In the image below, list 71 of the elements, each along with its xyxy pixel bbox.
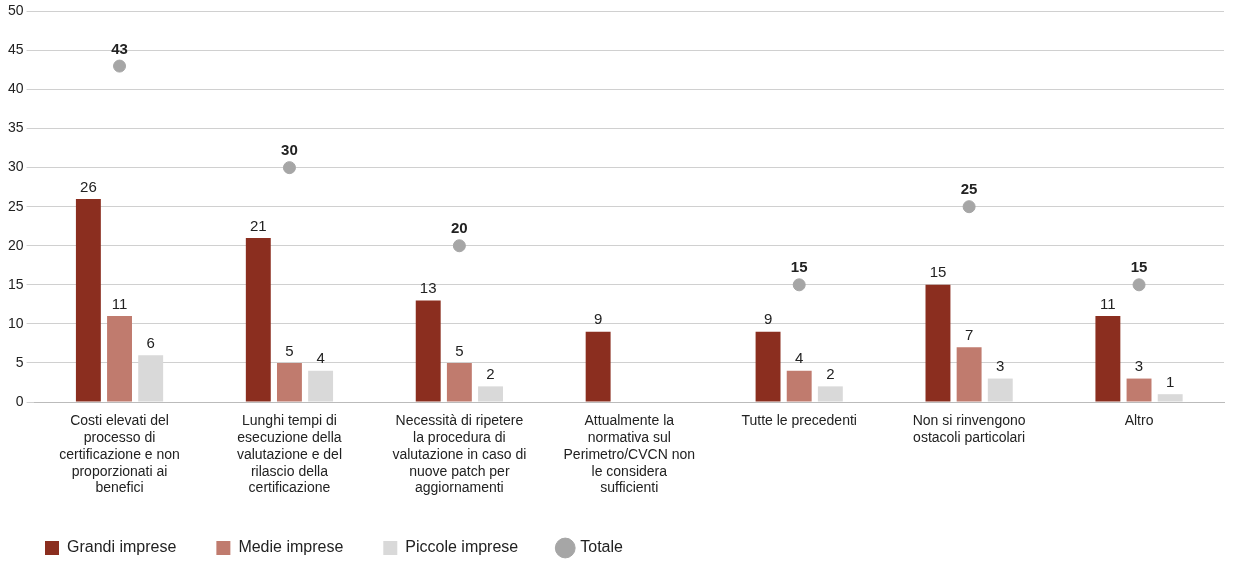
data-label: 2: [826, 365, 835, 383]
data-label: 9: [593, 310, 603, 328]
x-tick-label: Lunghi tempi di esecuzione della valutazione e del rilascio della certificazione: [236, 412, 342, 496]
point: [792, 278, 806, 292]
y-tick-label: 25: [7, 197, 24, 214]
data-label: 3: [996, 357, 1005, 375]
data-label: 11: [111, 294, 128, 312]
data-label: 6: [146, 333, 155, 351]
data-label: 15: [1130, 258, 1148, 276]
bar: [956, 347, 982, 402]
bar: [478, 386, 503, 402]
bar: [308, 370, 334, 402]
legend-label: Medie imprese: [238, 538, 344, 556]
data-label: 4: [316, 349, 325, 367]
x-tick-label: Altro: [1124, 412, 1154, 429]
legend-label: Totale: [580, 538, 624, 556]
data-label: 9: [763, 310, 773, 328]
y-tick-label: 30: [7, 158, 24, 175]
bar: [107, 316, 132, 402]
data-label: 26: [80, 177, 97, 195]
data-label: 7: [964, 325, 974, 343]
data-label: 43: [111, 39, 128, 57]
data-label: 1: [1166, 372, 1175, 390]
data-label: 21: [249, 216, 267, 234]
data-label: 11: [1100, 294, 1116, 312]
bar: [585, 331, 611, 402]
y-tick-label: 10: [7, 314, 24, 331]
y-tick-label: 5: [15, 353, 24, 370]
y-tick-label: 20: [7, 236, 24, 253]
data-label: 4: [795, 349, 804, 367]
data-label: 15: [790, 258, 808, 276]
bar: [817, 386, 843, 402]
bar: [987, 378, 1013, 402]
data-label: 20: [451, 219, 468, 237]
data-label: 13: [419, 279, 437, 297]
bar: [755, 331, 781, 402]
bar: [1095, 316, 1121, 402]
data-label: 25: [960, 180, 978, 198]
bar: [446, 362, 472, 402]
data-label: 5: [455, 341, 464, 359]
bar: [75, 198, 101, 402]
x-tick-label: Necessità di ripetere la procedura di valutazione in caso di nuove patch per aggiornamenti: [392, 412, 527, 496]
bar: [786, 370, 812, 402]
bar: [1157, 394, 1183, 402]
point: [962, 200, 976, 214]
bar: [276, 362, 302, 402]
y-tick-label: 0: [15, 392, 24, 409]
y-tick-label: 40: [7, 80, 24, 97]
data-label: 3: [1134, 357, 1144, 375]
data-label: 5: [285, 341, 294, 359]
data-label: 2: [486, 365, 495, 383]
legend-label: Grandi imprese: [67, 538, 177, 556]
bar: [925, 284, 951, 402]
y-tick-label: 45: [7, 41, 24, 58]
x-tick-label: Non si rinvengono ostacoli particolari: [912, 412, 1026, 446]
x-tick-label: Attualmente la normativa sul Perimetro/CVCN non le considera sufficienti: [563, 412, 696, 496]
x-tick-label: Costi elevati del processo di certificazione e non proporzionati ai benefici: [59, 412, 180, 496]
legend-label: Piccole imprese: [405, 538, 519, 556]
data-label: 30: [281, 141, 298, 159]
y-tick-label: 50: [7, 2, 24, 19]
data-label: 15: [929, 263, 947, 281]
bar: [1126, 378, 1152, 402]
point: [1132, 278, 1146, 292]
point: [282, 161, 296, 175]
point: [113, 59, 127, 73]
y-tick-label: 35: [7, 119, 24, 136]
bar: [245, 237, 271, 402]
bar: [415, 300, 441, 402]
y-tick-label: 15: [7, 275, 24, 292]
x-tick-label: Tutte le precedenti: [741, 412, 857, 429]
point: [452, 239, 466, 253]
